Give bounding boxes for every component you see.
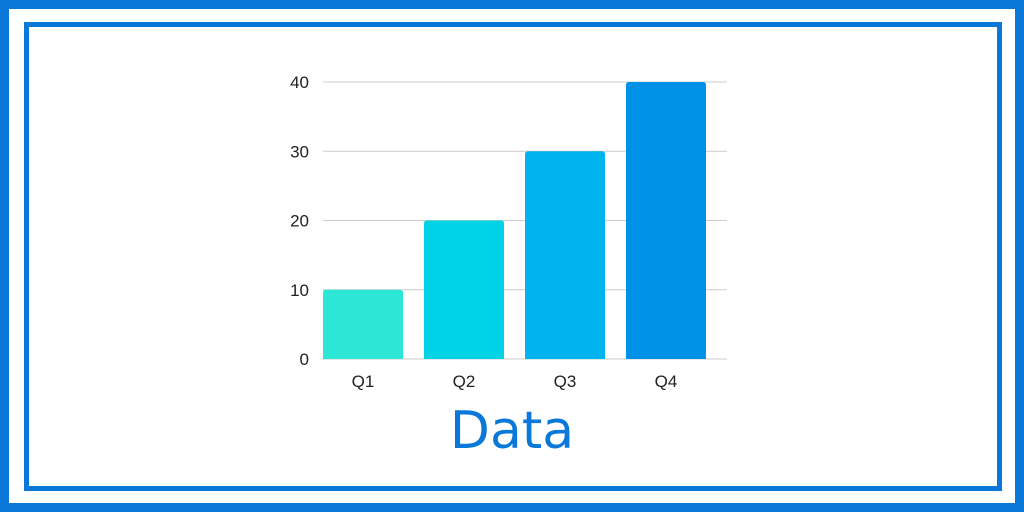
bar-q3	[525, 151, 605, 359]
bar-q4	[626, 82, 706, 359]
bar-q1	[323, 289, 403, 359]
y-tick-label: 10	[290, 281, 309, 300]
x-tick-label: Q2	[453, 372, 476, 391]
x-tick-label: Q1	[352, 372, 375, 391]
y-tick-label: 30	[290, 142, 309, 161]
bar-q2	[424, 220, 504, 359]
y-tick-label: 0	[300, 350, 309, 369]
y-tick-label: 40	[290, 73, 309, 92]
x-tick-label: Q3	[554, 372, 577, 391]
y-tick-label: 20	[290, 212, 309, 231]
inner-frame	[24, 22, 1002, 491]
caption-title: Data	[449, 401, 575, 461]
x-tick-label: Q4	[655, 372, 678, 391]
